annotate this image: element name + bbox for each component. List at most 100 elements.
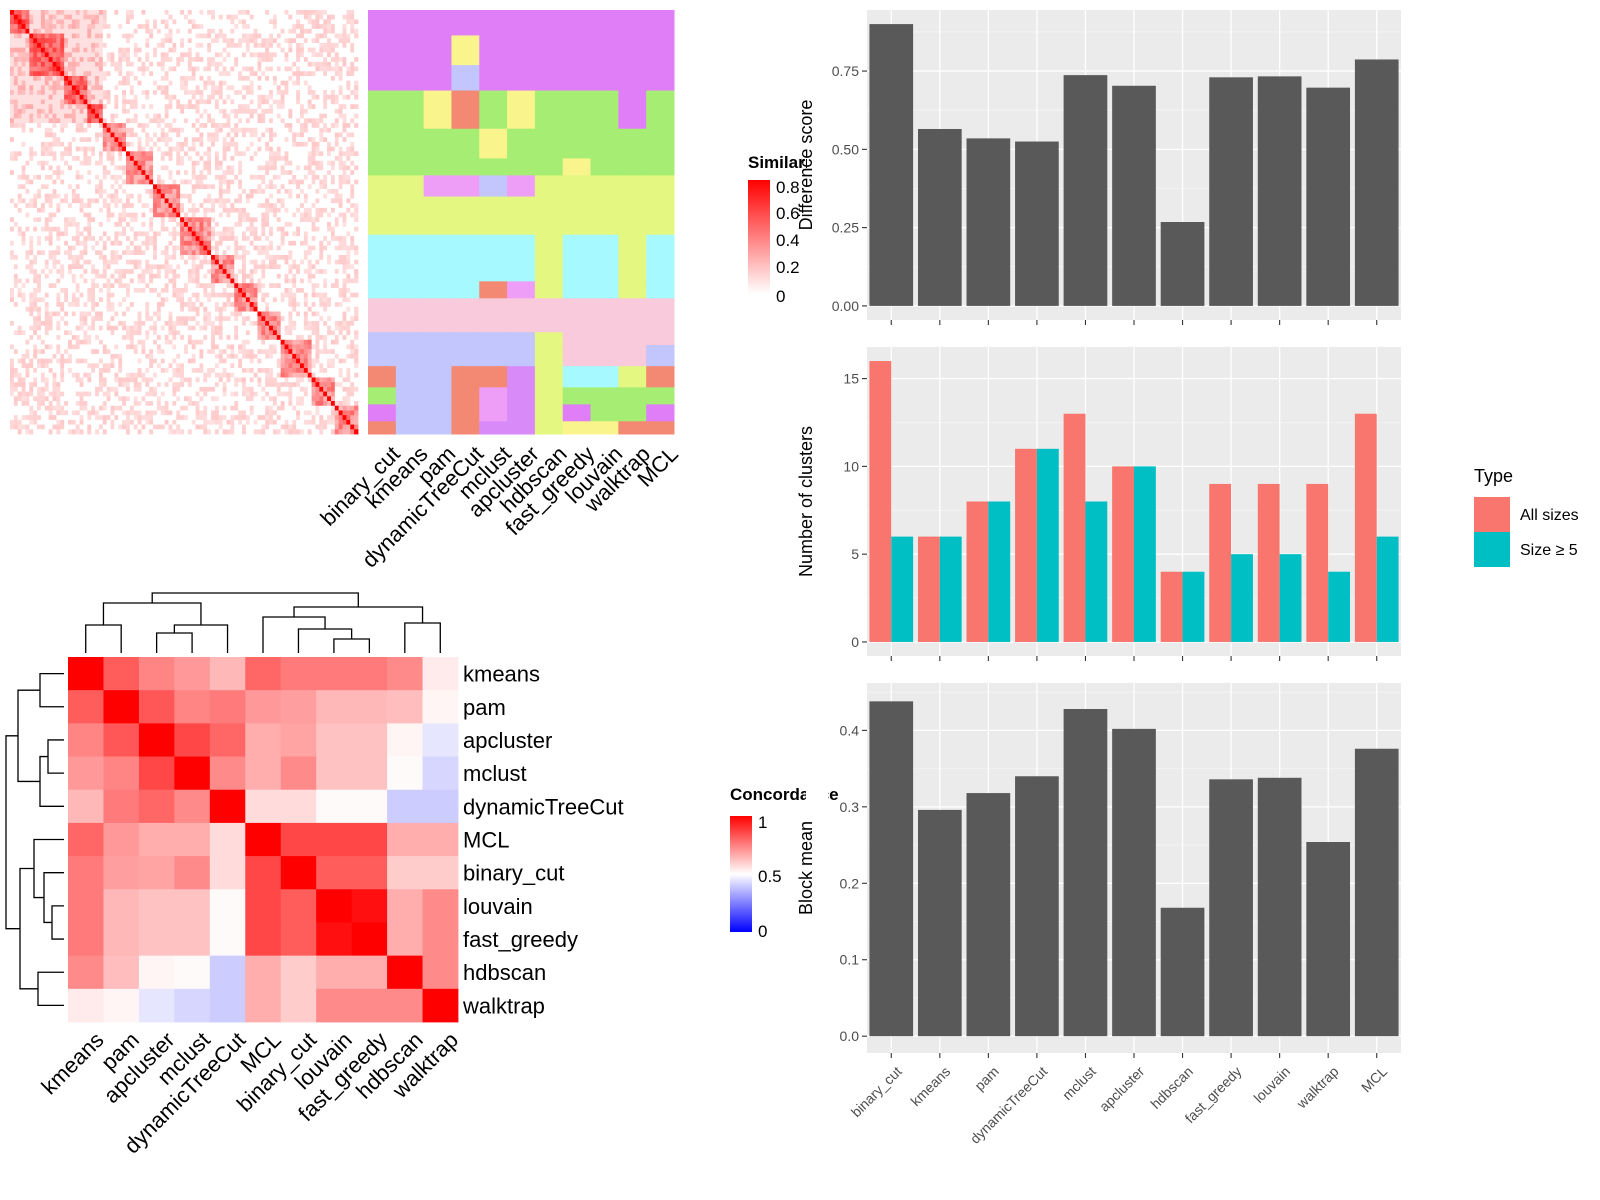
similarity-cell: [191, 52, 196, 58]
similarity-cell: [68, 42, 73, 49]
similarity-cell: [195, 94, 200, 100]
similarity-cell: [315, 85, 320, 91]
similarity-cell: [323, 104, 328, 110]
similarity-cell: [226, 42, 231, 49]
similarity-cell: [153, 24, 158, 30]
similarity-cell: [160, 80, 166, 86]
similarity-cell: [33, 71, 38, 77]
similarity-cell: [48, 222, 53, 228]
similarity-cell: [102, 189, 108, 195]
similarity-cell: [230, 165, 235, 171]
similarity-cell: [168, 57, 173, 63]
similarity-cell: [71, 90, 77, 96]
similarity-cell: [48, 94, 53, 100]
similarity-cell: [68, 335, 73, 341]
similarity-cell: [137, 19, 142, 25]
similarity-cell: [75, 320, 80, 327]
similarity-cell: [52, 47, 57, 53]
similarity-cell: [60, 254, 65, 261]
similarity-cell: [269, 61, 274, 67]
similarity-cell: [95, 264, 100, 270]
similarity-cell: [60, 57, 65, 63]
similarity-cell: [40, 33, 46, 39]
similarity-cell: [87, 174, 92, 180]
similarity-cell: [257, 42, 262, 49]
similarity-cell: [126, 165, 131, 171]
similarity-cell: [180, 156, 185, 162]
similarity-cell: [350, 71, 355, 77]
similarity-cell: [114, 245, 119, 251]
similarity-cell: [40, 203, 46, 209]
similarity-cell: [25, 198, 30, 204]
similarity-cell: [203, 104, 208, 110]
similarity-cell: [153, 28, 158, 34]
similarity-cell: [354, 57, 359, 63]
similarity-cell: [168, 90, 173, 96]
similarity-cell: [149, 151, 154, 157]
similarity-cell: [102, 207, 108, 213]
similarity-cell: [257, 52, 262, 58]
similarity-cell: [133, 363, 138, 369]
similarity-cell: [230, 28, 235, 34]
similarity-cell: [261, 42, 266, 49]
similarity-cell: [296, 33, 301, 39]
similarity-cell: [98, 419, 104, 425]
similarity-cell: [323, 80, 328, 86]
similarity-cell: [129, 349, 135, 355]
similarity-cell: [280, 14, 285, 20]
similarity-cell: [218, 108, 224, 115]
similarity-cell: [300, 137, 305, 143]
similarity-cell: [338, 80, 343, 86]
similarity-cell: [265, 85, 270, 91]
similarity-cell: [133, 226, 138, 232]
similarity-cell: [37, 410, 42, 416]
similarity-cell: [102, 330, 108, 336]
similarity-cell: [257, 137, 262, 143]
similarity-cell: [52, 14, 57, 20]
similarity-cell: [40, 391, 46, 397]
similarity-cell: [307, 14, 312, 20]
similarity-cell: [164, 42, 169, 49]
similarity-cell: [118, 297, 123, 303]
similarity-cell: [156, 118, 162, 124]
similarity-cell: [137, 212, 142, 218]
similarity-cell: [122, 231, 127, 237]
similarity-cell: [164, 137, 169, 143]
similarity-cell: [346, 141, 351, 148]
similarity-cell: [242, 127, 247, 133]
similarity-cell: [60, 123, 65, 129]
similarity-cell: [13, 19, 19, 25]
similarity-cell: [118, 189, 123, 195]
similarity-cell: [13, 222, 19, 228]
similarity-cell: [187, 146, 193, 152]
similarity-cell: [296, 165, 301, 171]
similarity-cell: [37, 66, 42, 72]
similarity-cell: [319, 104, 324, 110]
similarity-cell: [10, 349, 15, 355]
similarity-cell: [234, 19, 239, 25]
similarity-cell: [137, 240, 142, 246]
similarity-cell: [346, 71, 351, 77]
similarity-cell: [110, 127, 115, 133]
similarity-cell: [238, 47, 243, 53]
similarity-cell: [126, 52, 131, 58]
similarity-cell: [242, 47, 247, 53]
similarity-cell: [153, 137, 158, 143]
similarity-cell: [21, 217, 26, 223]
similarity-cell: [83, 297, 88, 303]
similarity-cell: [330, 57, 336, 63]
similarity-cell: [207, 90, 212, 96]
similarity-cell: [29, 264, 34, 270]
similarity-cell: [122, 132, 127, 138]
similarity-cell: [145, 14, 150, 20]
similarity-cell: [71, 250, 77, 256]
similarity-cell: [153, 19, 158, 25]
similarity-cell: [114, 28, 119, 34]
similarity-cell: [29, 19, 34, 25]
similarity-cell: [75, 66, 80, 72]
similarity-cell: [10, 382, 15, 388]
similarity-cell: [13, 66, 19, 72]
similarity-cell: [60, 259, 65, 265]
similarity-cell: [315, 47, 320, 53]
similarity-cell: [98, 66, 104, 72]
